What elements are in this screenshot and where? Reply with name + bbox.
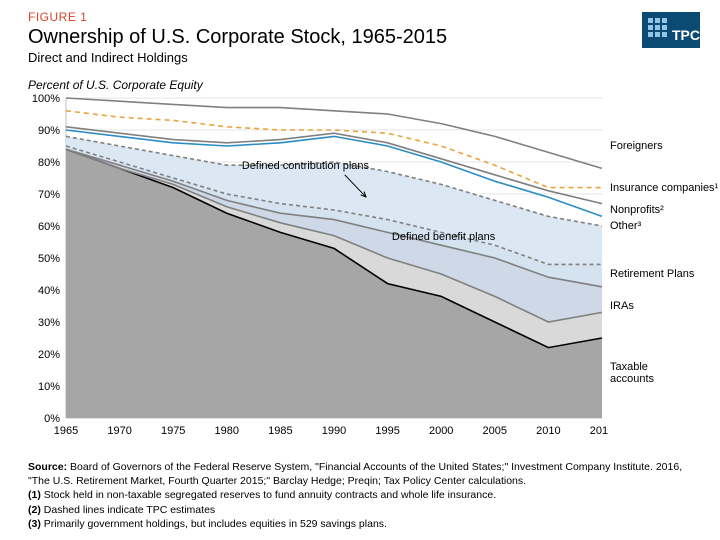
svg-text:2010: 2010 — [536, 425, 560, 437]
svg-text:80%: 80% — [38, 157, 60, 169]
label-nonprofits: Nonprofits² — [610, 204, 664, 216]
footnotes: Source: Board of Governors of the Federa… — [28, 460, 692, 531]
annotation-dc-plans: Defined contribution plans — [242, 160, 369, 172]
svg-text:1975: 1975 — [161, 425, 185, 437]
svg-text:0%: 0% — [44, 413, 60, 425]
footnote-2: Dashed lines indicate TPC estimates — [44, 504, 215, 516]
footnote-1: Stock held in non-taxable segregated res… — [44, 489, 496, 501]
svg-text:TPC: TPC — [672, 27, 700, 43]
annotation-db-plans: Defined benefit plans — [392, 231, 495, 243]
footnote-3: Primarily government holdings, but inclu… — [44, 518, 387, 530]
label-other: Other³ — [610, 220, 641, 232]
svg-text:40%: 40% — [38, 285, 60, 297]
label-foreigners: Foreigners — [610, 140, 663, 152]
svg-text:100%: 100% — [32, 93, 60, 105]
label-retirement: Retirement Plans — [610, 268, 694, 280]
svg-text:2005: 2005 — [483, 425, 507, 437]
svg-text:30%: 30% — [38, 317, 60, 329]
svg-text:70%: 70% — [38, 189, 60, 201]
svg-text:50%: 50% — [38, 253, 60, 265]
svg-text:1965: 1965 — [54, 425, 78, 437]
yaxis-title: Percent of U.S. Corporate Equity — [28, 78, 203, 92]
svg-text:1990: 1990 — [322, 425, 346, 437]
svg-text:1995: 1995 — [375, 425, 399, 437]
figure-label-text: FIGURE 1 — [28, 10, 87, 24]
figure-label: FIGURE 1 — [28, 10, 87, 24]
svg-text:20%: 20% — [38, 349, 60, 361]
svg-text:2000: 2000 — [429, 425, 453, 437]
svg-text:1980: 1980 — [215, 425, 239, 437]
label-taxable: Taxableaccounts — [610, 361, 680, 385]
footnote-source: Board of Governors of the Federal Reserv… — [28, 461, 682, 487]
svg-text:90%: 90% — [38, 125, 60, 137]
svg-text:60%: 60% — [38, 221, 60, 233]
svg-text:1970: 1970 — [107, 425, 131, 437]
chart: 0% 10% 20% 30% 40% 50% 60% 70% 80% 90% 100% 1965 197… — [28, 92, 608, 442]
chart-subtitle: Direct and Indirect Holdings — [28, 50, 188, 65]
tpc-logo: TPC — [642, 12, 700, 53]
label-insurance: Insurance companies¹ — [610, 182, 718, 194]
chart-title: Ownership of U.S. Corporate Stock, 1965-… — [28, 26, 447, 49]
label-iras: IRAs — [610, 300, 634, 312]
svg-text:10%: 10% — [38, 381, 60, 393]
svg-text:2015: 2015 — [590, 425, 608, 437]
svg-text:1985: 1985 — [268, 425, 292, 437]
